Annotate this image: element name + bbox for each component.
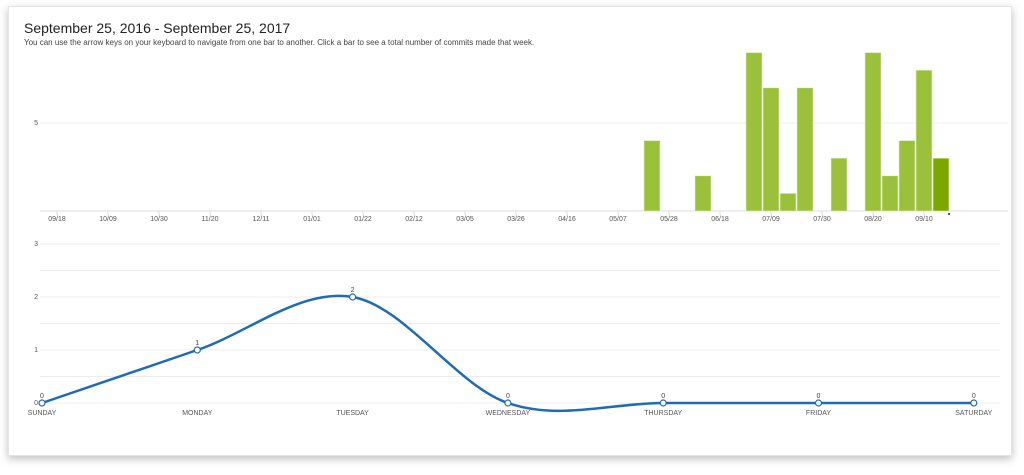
- page-subtitle: You can use the arrow keys on your keybo…: [24, 38, 535, 47]
- bar-x-tick: 02/12: [405, 216, 423, 223]
- commit-bar[interactable]: [898, 140, 916, 212]
- line-y-tick: 0: [34, 400, 38, 407]
- line-y-tick: 3: [34, 241, 38, 248]
- day-value-label: 0: [40, 393, 44, 400]
- commit-bar[interactable]: [694, 175, 712, 212]
- bar-x-tick: 05/28: [660, 216, 678, 223]
- day-x-tick: FRIDAY: [806, 410, 831, 417]
- day-x-tick: WEDNESDAY: [486, 410, 531, 417]
- day-x-tick: THURSDAY: [644, 410, 682, 417]
- bar-x-tick: 09/10: [915, 216, 933, 223]
- day-value-label: 0: [972, 393, 976, 400]
- bar-x-tick: 05/07: [609, 216, 627, 223]
- bar-x-tick: 11/20: [202, 216, 219, 223]
- day-x-tick: TUESDAY: [336, 410, 369, 417]
- selected-bar-marker: [948, 213, 950, 215]
- bar-x-tick: 07/30: [813, 216, 831, 223]
- commit-bar[interactable]: [830, 157, 848, 212]
- bar-x-tick: 09/18: [48, 216, 66, 223]
- day-point[interactable]: [504, 399, 512, 407]
- commit-bar[interactable]: [796, 87, 814, 212]
- day-value-label: 0: [661, 393, 665, 400]
- commit-bar[interactable]: [745, 52, 763, 212]
- commit-bar[interactable]: [779, 193, 797, 212]
- bar-y-tick: 5: [34, 120, 38, 127]
- day-value-label: 0: [817, 393, 821, 400]
- day-value-label: 0: [506, 393, 510, 400]
- commit-bar[interactable]: [762, 87, 780, 212]
- day-point[interactable]: [349, 293, 357, 301]
- day-point[interactable]: [814, 399, 823, 407]
- commit-bar[interactable]: [643, 140, 661, 212]
- day-x-tick: SUNDAY: [28, 410, 57, 417]
- bar-x-tick: 10/09: [99, 216, 117, 223]
- bar-x-tick: 12/11: [253, 216, 270, 223]
- day-x-tick: MONDAY: [182, 410, 213, 417]
- day-point[interactable]: [193, 346, 201, 354]
- page-title: September 25, 2016 - September 25, 2017: [24, 20, 291, 36]
- commit-activity-card: [8, 6, 1012, 456]
- day-point[interactable]: [970, 399, 978, 407]
- line-y-tick: 1: [34, 347, 38, 354]
- bar-x-tick: 06/18: [711, 216, 729, 223]
- commit-bar[interactable]: [915, 69, 933, 212]
- day-value-label: 2: [351, 287, 355, 294]
- bar-x-tick: 03/26: [507, 216, 525, 223]
- bar-x-tick: 10/30: [150, 216, 168, 223]
- day-point[interactable]: [38, 399, 46, 407]
- line-y-tick: 2: [34, 294, 38, 301]
- bar-x-tick: 08/20: [864, 216, 882, 223]
- commit-bar[interactable]: [864, 52, 882, 212]
- commit-bar[interactable]: [881, 175, 899, 212]
- bar-x-tick: 03/05: [456, 216, 474, 223]
- day-value-label: 1: [195, 340, 199, 347]
- bar-x-tick: 07/09: [762, 216, 780, 223]
- commit-bar[interactable]: [932, 157, 950, 212]
- day-point[interactable]: [659, 399, 667, 407]
- bar-x-tick: 01/22: [354, 216, 372, 223]
- day-x-tick: SATURDAY: [955, 410, 992, 417]
- bar-x-tick: 04/16: [558, 216, 576, 223]
- bar-x-tick: 01/01: [303, 216, 321, 223]
